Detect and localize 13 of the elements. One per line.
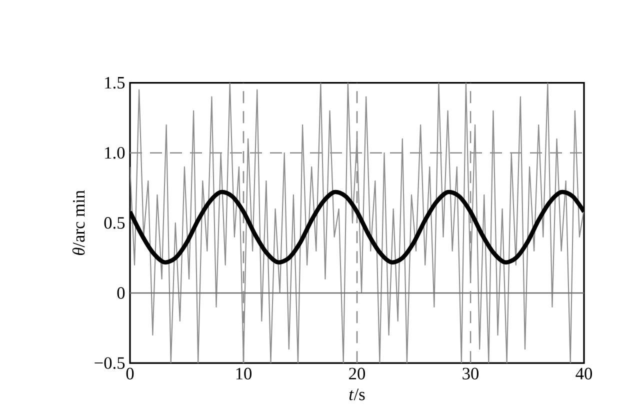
x-tick-label: 40 xyxy=(576,368,592,380)
y-axis-title: θ/arc min xyxy=(72,190,85,256)
line-series xyxy=(130,82,584,364)
x-tick-label: 30 xyxy=(462,368,479,380)
y-tick-label: −0.5 xyxy=(94,357,125,370)
x-axis-title: t/s xyxy=(349,388,365,400)
x-tick-label: 10 xyxy=(236,368,252,380)
x-tick-label: 20 xyxy=(349,368,366,380)
y-tick-label: 0 xyxy=(117,287,125,300)
x-tick-label: 0 xyxy=(126,368,134,380)
y-tick-label: 1.0 xyxy=(105,147,125,159)
y-tick-label: 1.5 xyxy=(105,77,125,89)
y-tick-label: 0.5 xyxy=(104,217,125,229)
